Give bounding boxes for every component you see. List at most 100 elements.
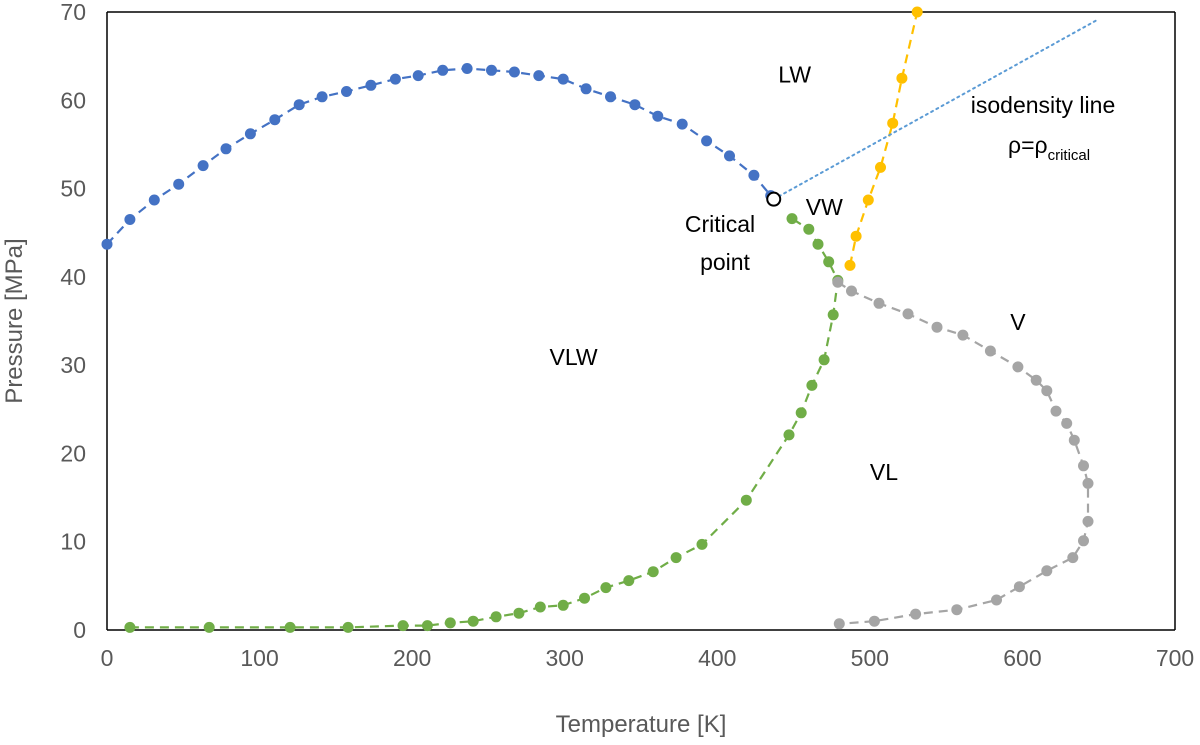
data-point: [533, 70, 545, 82]
x-tick-label: 100: [240, 645, 278, 671]
y-tick-label: 0: [73, 617, 86, 643]
y-tick-label: 30: [60, 352, 86, 378]
data-point: [244, 128, 256, 140]
critical-point-label-line1: Critical: [685, 211, 755, 237]
rho-equals-rho: ρ=ρ: [1008, 132, 1048, 158]
data-point: [316, 91, 328, 103]
region-label-v: V: [1010, 309, 1026, 335]
data-point: [203, 621, 215, 633]
data-point: [827, 309, 839, 321]
data-point: [696, 538, 708, 550]
x-tick-label: 200: [393, 645, 431, 671]
data-point: [284, 621, 296, 633]
x-tick-label: 0: [101, 645, 114, 671]
series-line: [129, 217, 839, 629]
data-point: [490, 611, 502, 623]
region-label-vw: VW: [806, 194, 843, 220]
x-tick-label: 700: [1156, 645, 1194, 671]
data-point: [803, 223, 815, 235]
data-point: [931, 321, 943, 333]
data-point: [1030, 374, 1042, 386]
y-tick-label: 10: [60, 529, 86, 555]
data-point: [293, 99, 305, 111]
annotation-layer: LW VW VLW V VL: [550, 62, 1027, 485]
data-point: [124, 621, 136, 633]
data-point: [1050, 405, 1062, 417]
data-point: [832, 276, 844, 288]
region-label-lw: LW: [778, 62, 811, 88]
x-tick-label: 500: [851, 645, 889, 671]
isodensity-line-label: isodensity line: [971, 92, 1115, 118]
data-point: [873, 297, 885, 309]
data-point: [818, 354, 830, 366]
data-point: [197, 160, 209, 172]
data-point: [875, 161, 886, 173]
data-point: [1067, 552, 1079, 564]
data-point: [412, 70, 424, 82]
series-4: [772, 18, 1100, 201]
data-point: [124, 214, 136, 225]
region-label-vl: VL: [870, 459, 898, 485]
data-point: [984, 345, 996, 357]
data-point: [806, 379, 818, 391]
data-point: [1078, 535, 1089, 547]
data-point: [1061, 417, 1073, 429]
data-point: [833, 618, 845, 630]
data-point: [269, 114, 281, 126]
data-point: [508, 66, 520, 78]
data-point: [911, 6, 923, 18]
data-point: [701, 135, 713, 147]
data-point: [342, 621, 354, 633]
data-point: [421, 620, 433, 632]
data-point: [629, 99, 641, 111]
series-layer: [101, 6, 1100, 633]
data-point: [786, 213, 798, 225]
data-point: [844, 259, 856, 271]
x-tick-label: 300: [546, 645, 584, 671]
data-point: [467, 615, 479, 627]
rho-subscript: critical: [1048, 147, 1091, 164]
data-point: [173, 178, 185, 190]
data-point: [389, 73, 401, 85]
data-point: [887, 117, 899, 129]
data-point: [748, 169, 760, 181]
data-point: [148, 194, 160, 206]
data-point: [957, 329, 969, 341]
data-point: [513, 607, 525, 619]
data-point: [397, 620, 409, 632]
data-point: [647, 566, 659, 578]
y-tick-label: 50: [60, 176, 86, 202]
data-point: [486, 64, 497, 76]
data-point: [783, 429, 795, 441]
data-point: [795, 407, 807, 419]
x-tick-label: 600: [1003, 645, 1041, 671]
series-1: [124, 213, 844, 633]
y-tick-label: 60: [60, 87, 86, 113]
series-0: [101, 63, 777, 250]
data-point: [676, 118, 688, 130]
data-point: [557, 599, 569, 611]
data-point: [557, 73, 569, 85]
data-point: [605, 91, 616, 103]
data-point: [1013, 581, 1025, 593]
data-point: [896, 72, 908, 84]
data-point: [910, 608, 922, 620]
critical-point-label-line2: point: [700, 249, 750, 275]
y-tick-label: 40: [60, 264, 86, 290]
rho-critical-label: ρ=ρcritical: [1008, 132, 1090, 164]
data-point: [437, 64, 449, 76]
series-line: [106, 67, 772, 245]
data-point: [991, 594, 1002, 606]
x-tick-label: 400: [698, 645, 736, 671]
y-tick-label: 20: [60, 440, 86, 466]
data-point: [862, 194, 874, 206]
data-point: [670, 552, 682, 564]
data-point: [1068, 434, 1080, 446]
data-point: [846, 285, 857, 297]
series-2: [832, 276, 1094, 630]
data-point: [850, 230, 862, 242]
x-axis-title: Temperature [K]: [556, 711, 727, 738]
y-tick-label: 70: [60, 0, 86, 25]
data-point: [220, 143, 232, 155]
